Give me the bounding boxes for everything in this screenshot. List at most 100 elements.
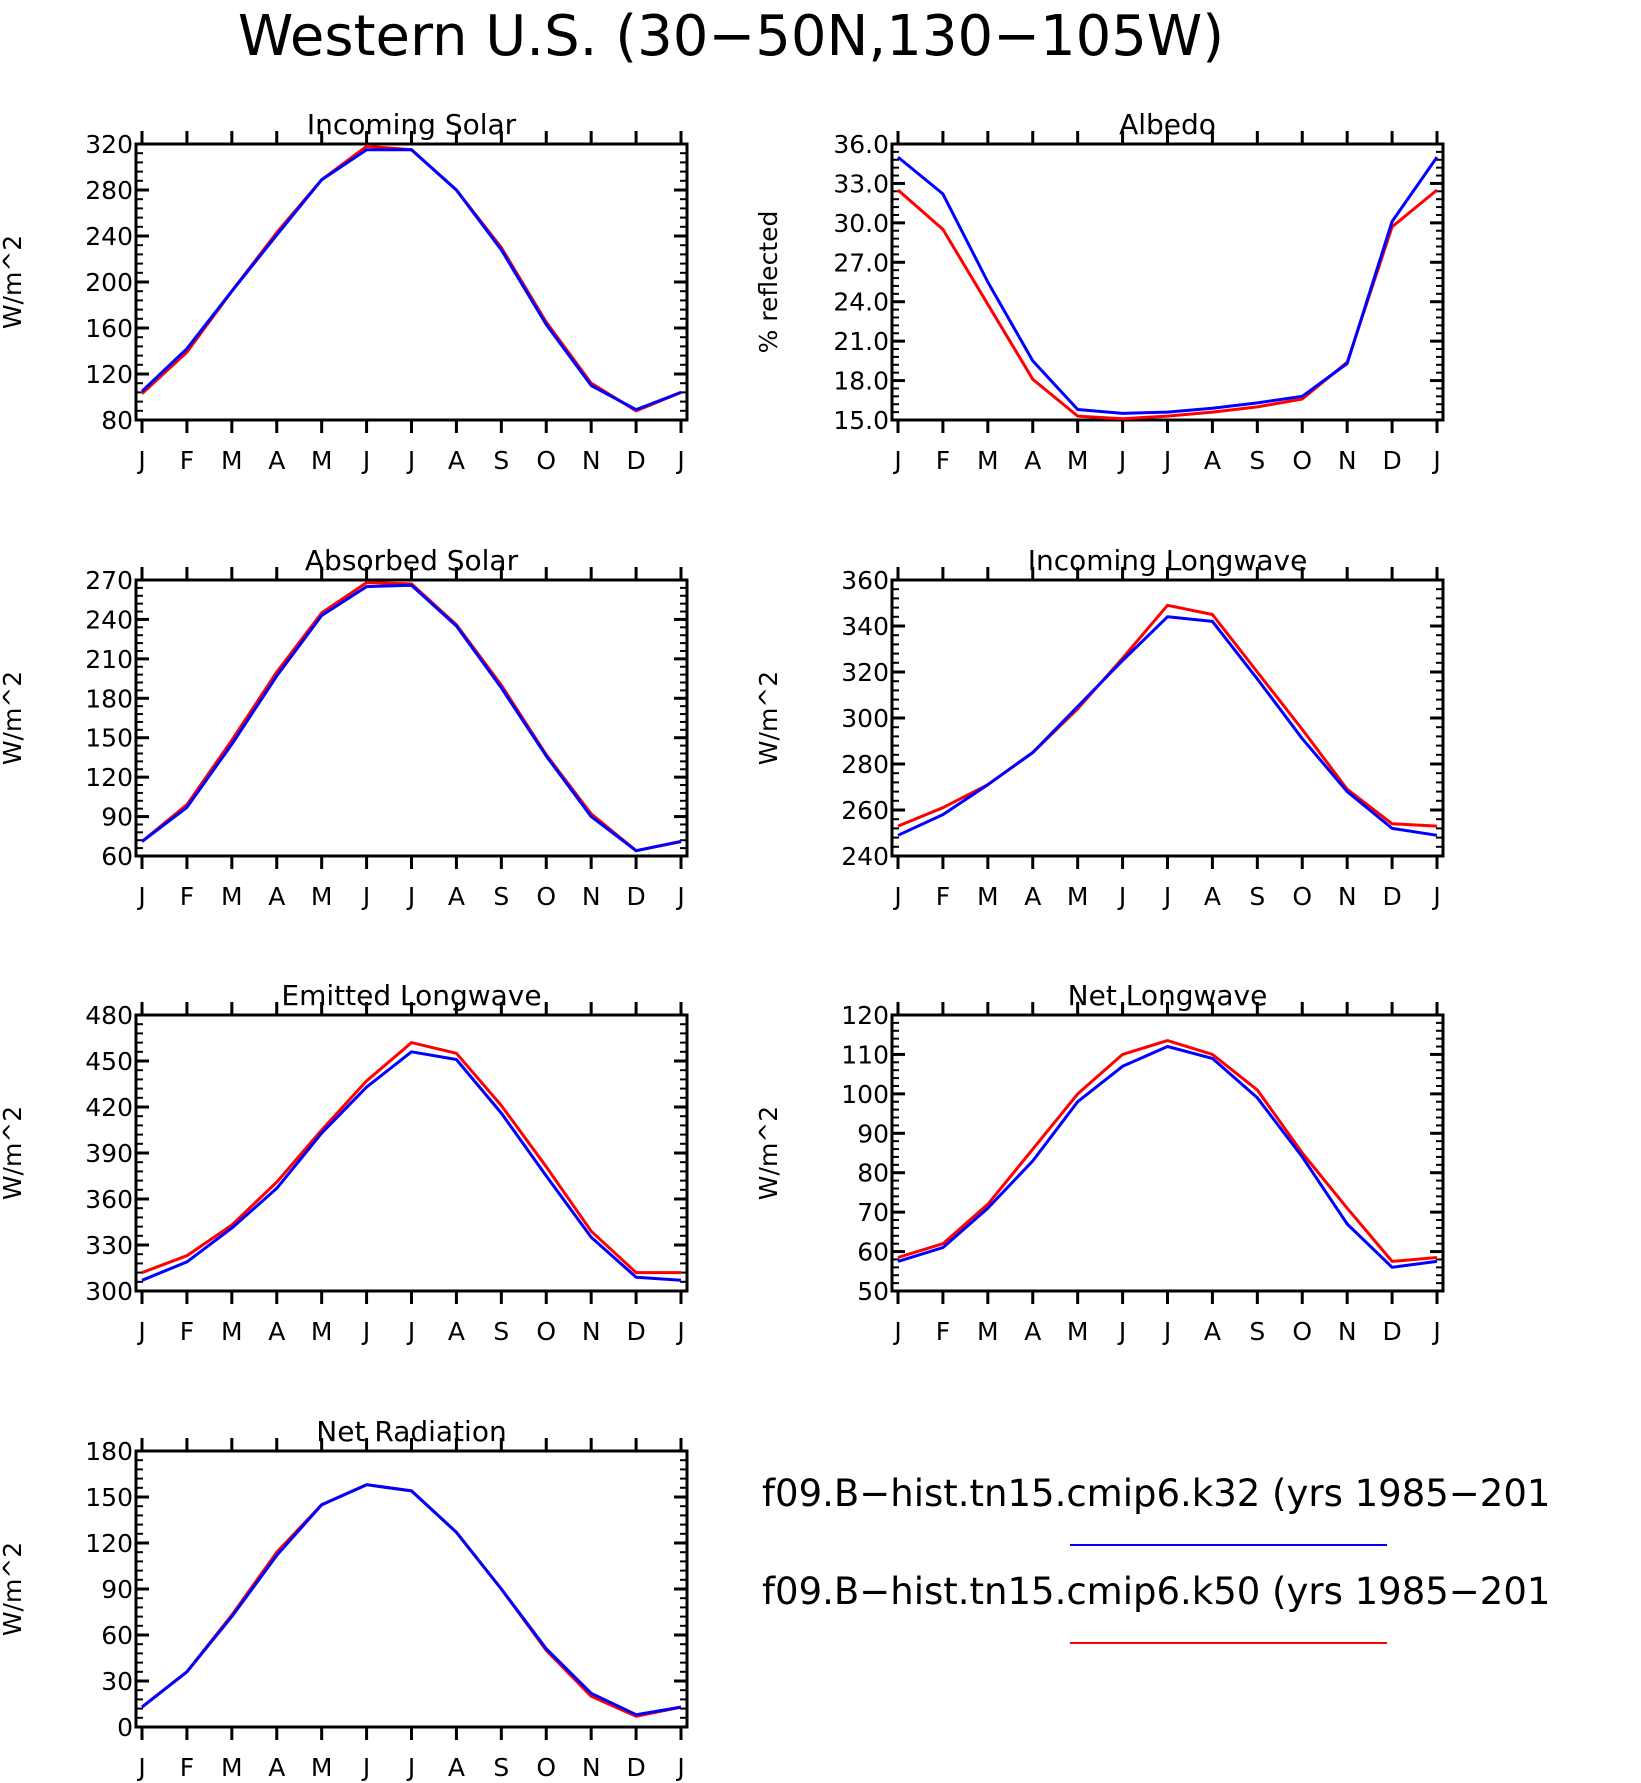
- x-tick-label: S: [493, 446, 509, 475]
- x-tick-label: O: [1292, 446, 1312, 475]
- x-tick-label: F: [936, 1317, 950, 1346]
- x-tick-label: D: [626, 1317, 645, 1346]
- y-tick-label: 150: [85, 724, 133, 753]
- x-tick-label: J: [892, 1317, 901, 1346]
- x-tick-label: A: [1204, 1317, 1221, 1346]
- x-tick-label: D: [1382, 446, 1401, 475]
- x-tick-label: J: [406, 882, 415, 911]
- x-tick-label: S: [493, 882, 509, 911]
- legend-label: f09.B−hist.tn15.cmip6.k32 (yrs 1985−201: [762, 1472, 1550, 1515]
- x-tick-label: M: [311, 1753, 333, 1782]
- x-tick-label: F: [180, 1753, 194, 1782]
- y-tick-label: 480: [85, 1001, 133, 1030]
- x-tick-label: J: [1162, 882, 1171, 911]
- plot-frame: [890, 1013, 1445, 1293]
- y-tick-label: 360: [841, 566, 889, 595]
- y-tick-label: 120: [841, 1001, 889, 1030]
- series-line-k50: [141, 1041, 681, 1275]
- y-axis-label: W/m^2: [0, 671, 27, 765]
- x-tick-label: J: [1431, 882, 1440, 911]
- series-line-k50: [897, 1039, 1438, 1263]
- x-tick-label: M: [311, 446, 333, 475]
- plot-frame: [890, 578, 1445, 858]
- x-tick-label: M: [221, 1753, 243, 1782]
- x-tick-label: J: [1162, 1317, 1171, 1346]
- x-tick-label: J: [675, 1317, 684, 1346]
- series-line-k50: [141, 1483, 682, 1718]
- series-line-k50: [897, 188, 1438, 421]
- y-tick-label: 33.0: [833, 169, 889, 198]
- x-tick-label: J: [406, 1317, 415, 1346]
- legend-label: f09.B−hist.tn15.cmip6.k50 (yrs 1985−201: [762, 1570, 1550, 1613]
- y-tick-label: 100: [841, 1080, 889, 1109]
- x-tick-label: O: [1292, 1317, 1312, 1346]
- y-tick-label: 120: [85, 1529, 133, 1558]
- y-tick-label: 420: [85, 1093, 133, 1122]
- y-tick-label: 240: [841, 842, 889, 871]
- x-tick-label: M: [221, 882, 243, 911]
- y-tick-label: 340: [841, 612, 889, 641]
- x-tick-label: N: [582, 1317, 601, 1346]
- plot-frame: [134, 578, 689, 858]
- y-tick-label: 90: [101, 803, 133, 832]
- y-axis-label: W/m^2: [754, 1106, 783, 1200]
- x-tick-label: F: [180, 1317, 194, 1346]
- series-line-k32: [897, 1045, 1438, 1269]
- y-tick-label: 30: [101, 1667, 133, 1696]
- x-tick-label: J: [892, 446, 901, 475]
- x-tick-label: M: [977, 1317, 999, 1346]
- x-tick-label: A: [1204, 446, 1221, 475]
- y-tick-label: 330: [85, 1231, 133, 1260]
- x-tick-label: N: [582, 1753, 601, 1782]
- y-tick-label: 280: [85, 176, 133, 205]
- series-line-k32: [140, 148, 682, 412]
- y-tick-label: 240: [85, 222, 133, 251]
- series-line-k32: [897, 155, 1439, 415]
- y-tick-label: 390: [85, 1139, 133, 1168]
- series-line-k32: [897, 615, 1438, 837]
- y-tick-label: 210: [85, 645, 133, 674]
- x-tick-label: A: [1024, 446, 1041, 475]
- x-tick-label: M: [1067, 882, 1089, 911]
- y-tick-label: 60: [857, 1238, 889, 1267]
- y-tick-label: 70: [857, 1198, 889, 1227]
- y-tick-label: 200: [85, 268, 133, 297]
- y-tick-label: 24.0: [833, 288, 889, 317]
- x-tick-label: N: [582, 446, 601, 475]
- y-tick-label: 18.0: [833, 367, 889, 396]
- y-tick-label: 90: [857, 1119, 889, 1148]
- x-tick-label: S: [1249, 446, 1265, 475]
- y-tick-label: 90: [101, 1575, 133, 1604]
- x-tick-label: J: [1117, 882, 1126, 911]
- x-tick-label: J: [1117, 1317, 1126, 1346]
- x-tick-label: J: [361, 1753, 370, 1782]
- y-tick-label: 160: [85, 314, 133, 343]
- x-tick-label: J: [406, 1753, 415, 1782]
- x-tick-label: J: [361, 882, 370, 911]
- y-tick-label: 60: [101, 842, 133, 871]
- y-tick-label: 50: [857, 1277, 889, 1306]
- x-tick-label: N: [1338, 446, 1357, 475]
- y-axis-label: W/m^2: [0, 1542, 27, 1636]
- y-tick-label: 60: [101, 1621, 133, 1650]
- y-tick-label: 180: [85, 684, 133, 713]
- y-tick-label: 320: [841, 658, 889, 687]
- x-tick-label: J: [675, 882, 684, 911]
- x-tick-label: F: [936, 446, 950, 475]
- x-tick-label: S: [493, 1753, 509, 1782]
- figure-title: Western U.S. (30−50N,130−105W): [238, 4, 1224, 69]
- x-tick-label: F: [180, 882, 194, 911]
- y-tick-label: 240: [85, 605, 133, 634]
- x-tick-label: D: [626, 1753, 645, 1782]
- y-tick-label: 150: [85, 1483, 133, 1512]
- y-axis-label: % reflected: [754, 211, 783, 354]
- x-tick-label: M: [1067, 446, 1089, 475]
- x-tick-label: N: [1338, 882, 1357, 911]
- x-tick-label: M: [311, 882, 333, 911]
- x-tick-label: J: [136, 446, 145, 475]
- y-tick-label: 360: [85, 1185, 133, 1214]
